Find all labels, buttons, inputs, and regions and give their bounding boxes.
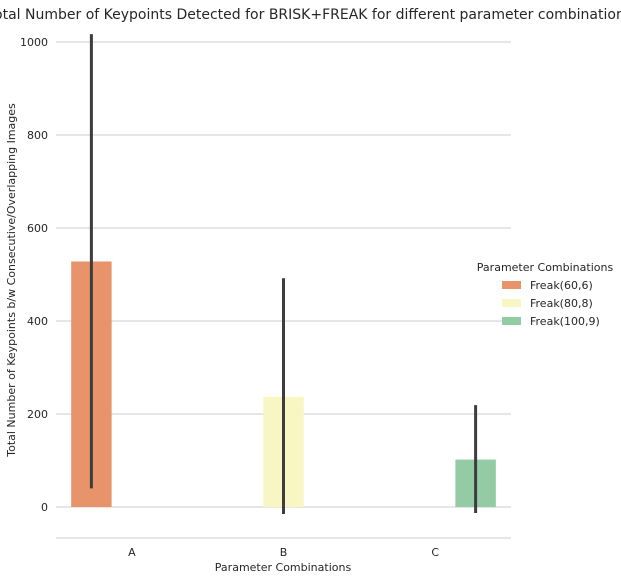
y-tick-label: 0 [41, 501, 48, 514]
legend-title: Parameter Combinations [477, 261, 614, 274]
legend-swatch [502, 281, 521, 289]
y-axis-label: Total Number of Keypoints b/w Consecutiv… [5, 103, 18, 458]
legend-label: Freak(100,9) [530, 315, 600, 328]
y-axis-ticks: 0 200 400 600 800 1000 [20, 36, 48, 514]
y-tick-label: 1000 [20, 36, 48, 49]
chart-title: Total Number of Keypoints Detected for B… [0, 7, 621, 23]
x-axis-label: Parameter Combinations [215, 561, 352, 574]
y-tick-label: 800 [27, 129, 48, 142]
legend-swatch [502, 317, 521, 325]
x-tick-label: A [128, 546, 136, 559]
y-tick-label: 400 [27, 315, 48, 328]
legend-items: Freak(60,6) Freak(80,8) Freak(100,9) [502, 279, 600, 328]
y-tick-label: 600 [27, 222, 48, 235]
x-axis-ticks: A B C [128, 546, 439, 559]
x-tick-label: C [431, 546, 439, 559]
legend-swatch [502, 299, 521, 307]
legend: Parameter Combinations Freak(60,6)Freak(… [477, 261, 614, 328]
x-tick-label: B [280, 546, 288, 559]
y-tick-label: 200 [27, 408, 48, 421]
legend-label: Freak(60,6) [530, 279, 593, 292]
legend-label: Freak(80,8) [530, 297, 593, 310]
error-bars [89, 34, 478, 514]
